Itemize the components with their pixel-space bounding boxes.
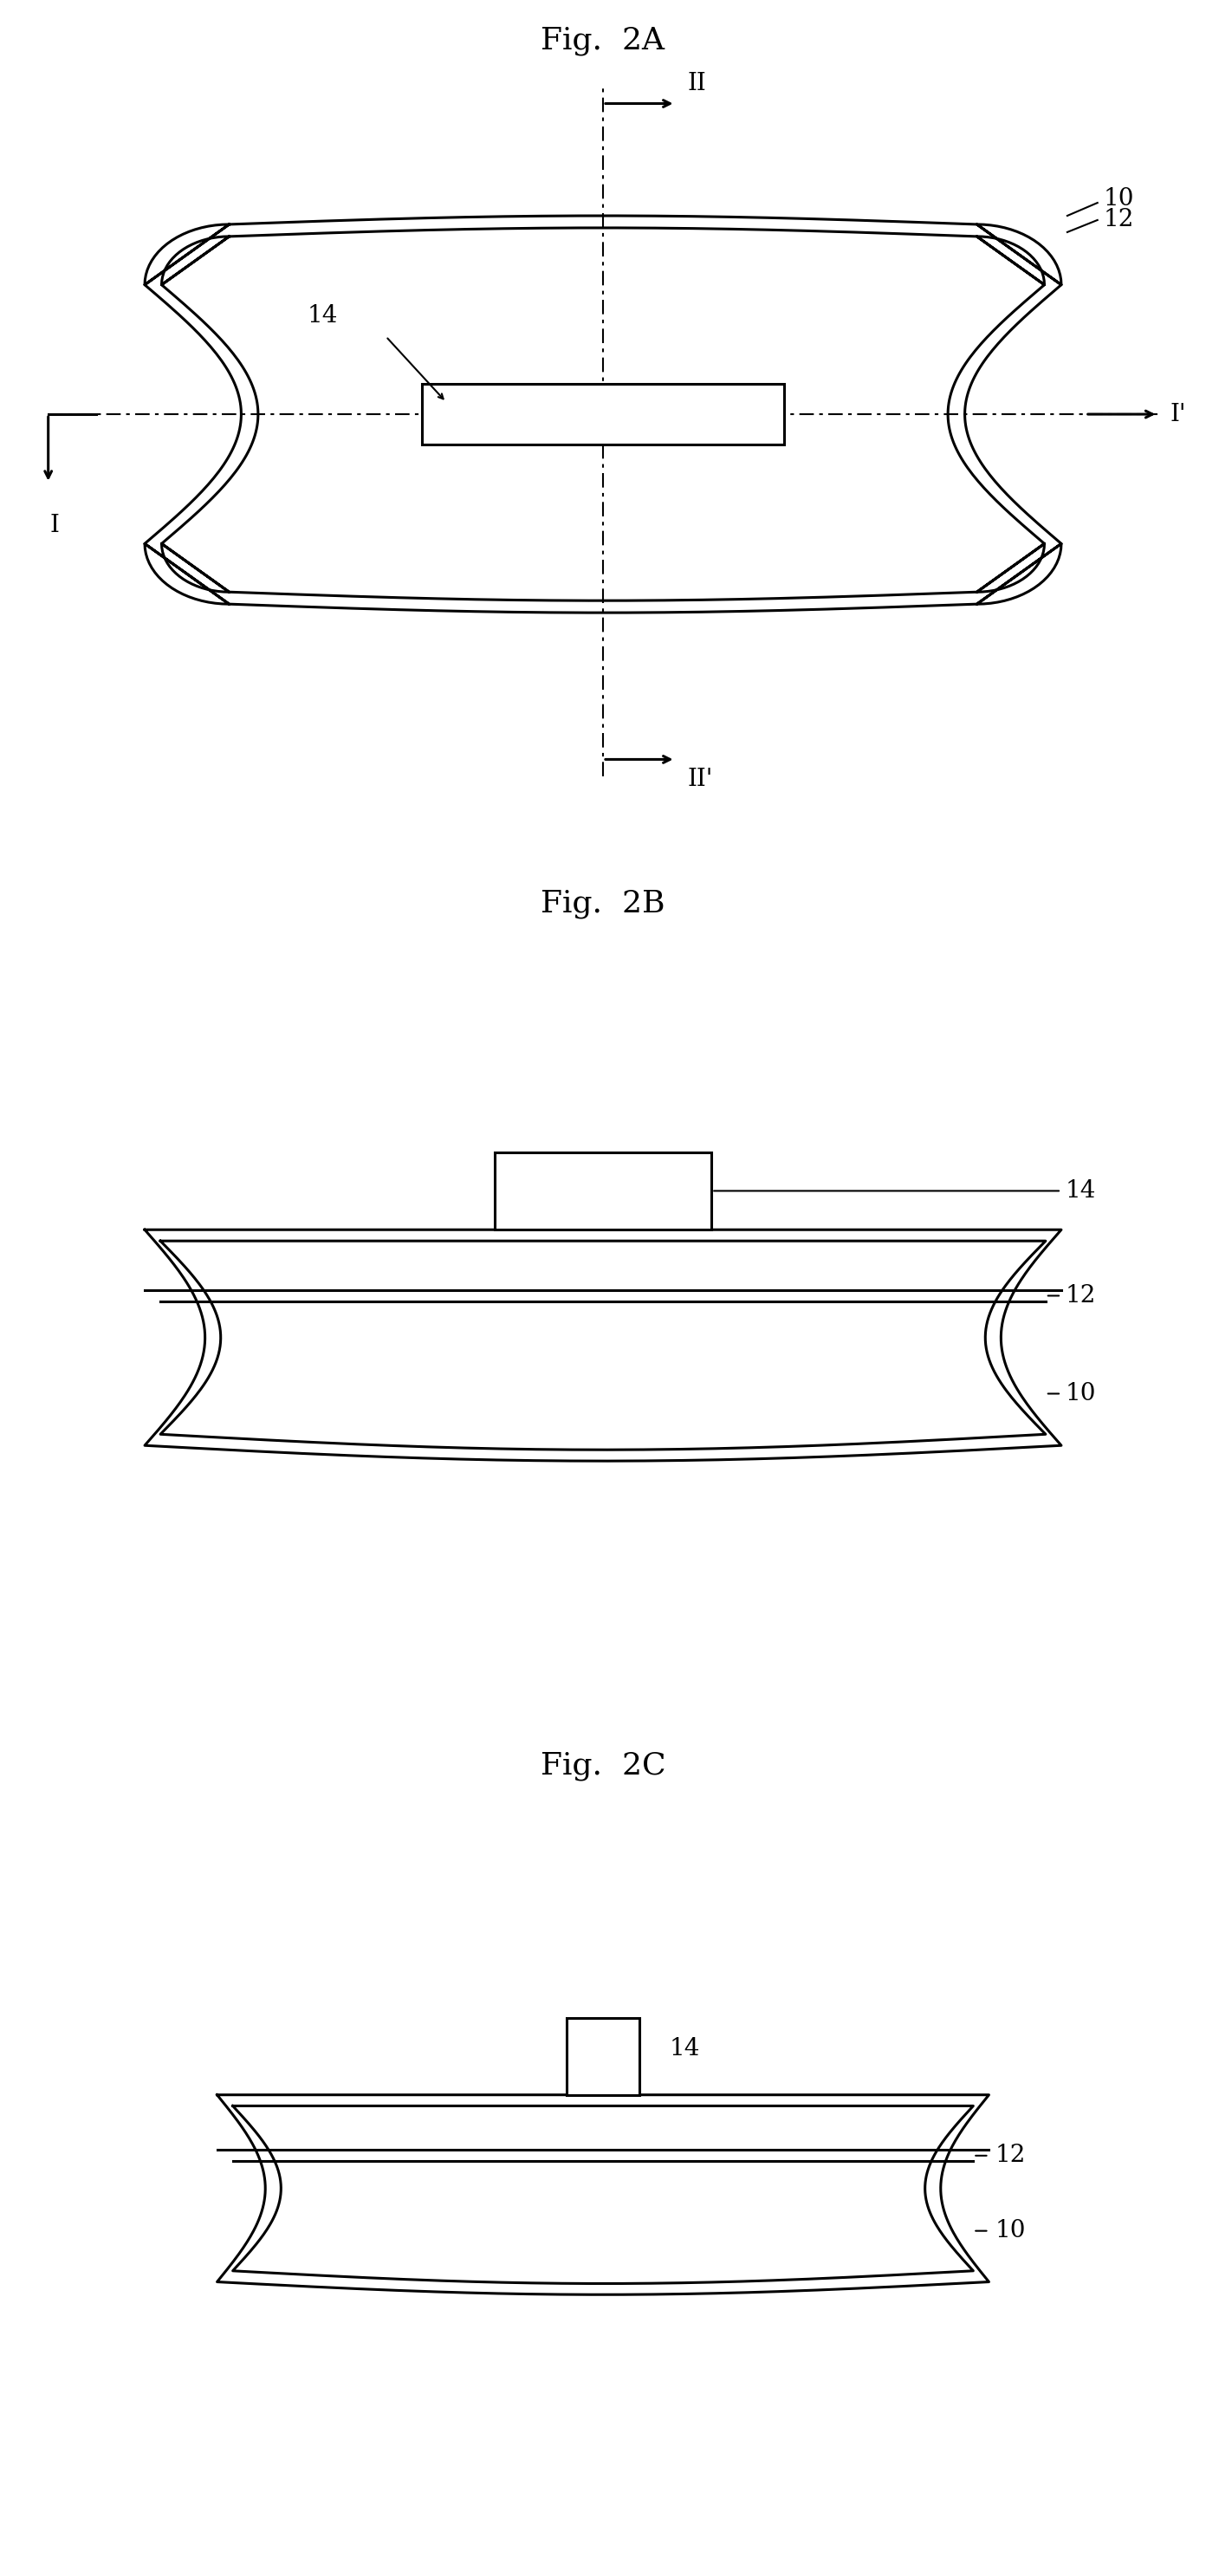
Text: I: I — [49, 513, 59, 536]
Text: 10: 10 — [1103, 188, 1135, 211]
Text: Fig.  2C: Fig. 2C — [540, 1752, 666, 1780]
Text: Fig.  2A: Fig. 2A — [541, 26, 665, 54]
Text: 14: 14 — [1065, 1180, 1095, 1203]
Text: 10: 10 — [995, 2218, 1026, 2244]
Bar — [494, 1151, 712, 1229]
Text: 10: 10 — [1065, 1381, 1096, 1406]
Text: Fig.  2B: Fig. 2B — [540, 889, 666, 917]
Text: II: II — [687, 72, 707, 95]
Bar — [422, 384, 784, 446]
Text: 12: 12 — [1103, 209, 1134, 232]
Text: I': I' — [1170, 402, 1185, 425]
Text: 14: 14 — [669, 2038, 699, 2061]
Text: 14: 14 — [308, 304, 338, 327]
Text: 12: 12 — [995, 2143, 1025, 2166]
Text: II': II' — [687, 768, 713, 791]
Bar — [567, 2020, 639, 2094]
Text: 12: 12 — [1065, 1283, 1095, 1309]
